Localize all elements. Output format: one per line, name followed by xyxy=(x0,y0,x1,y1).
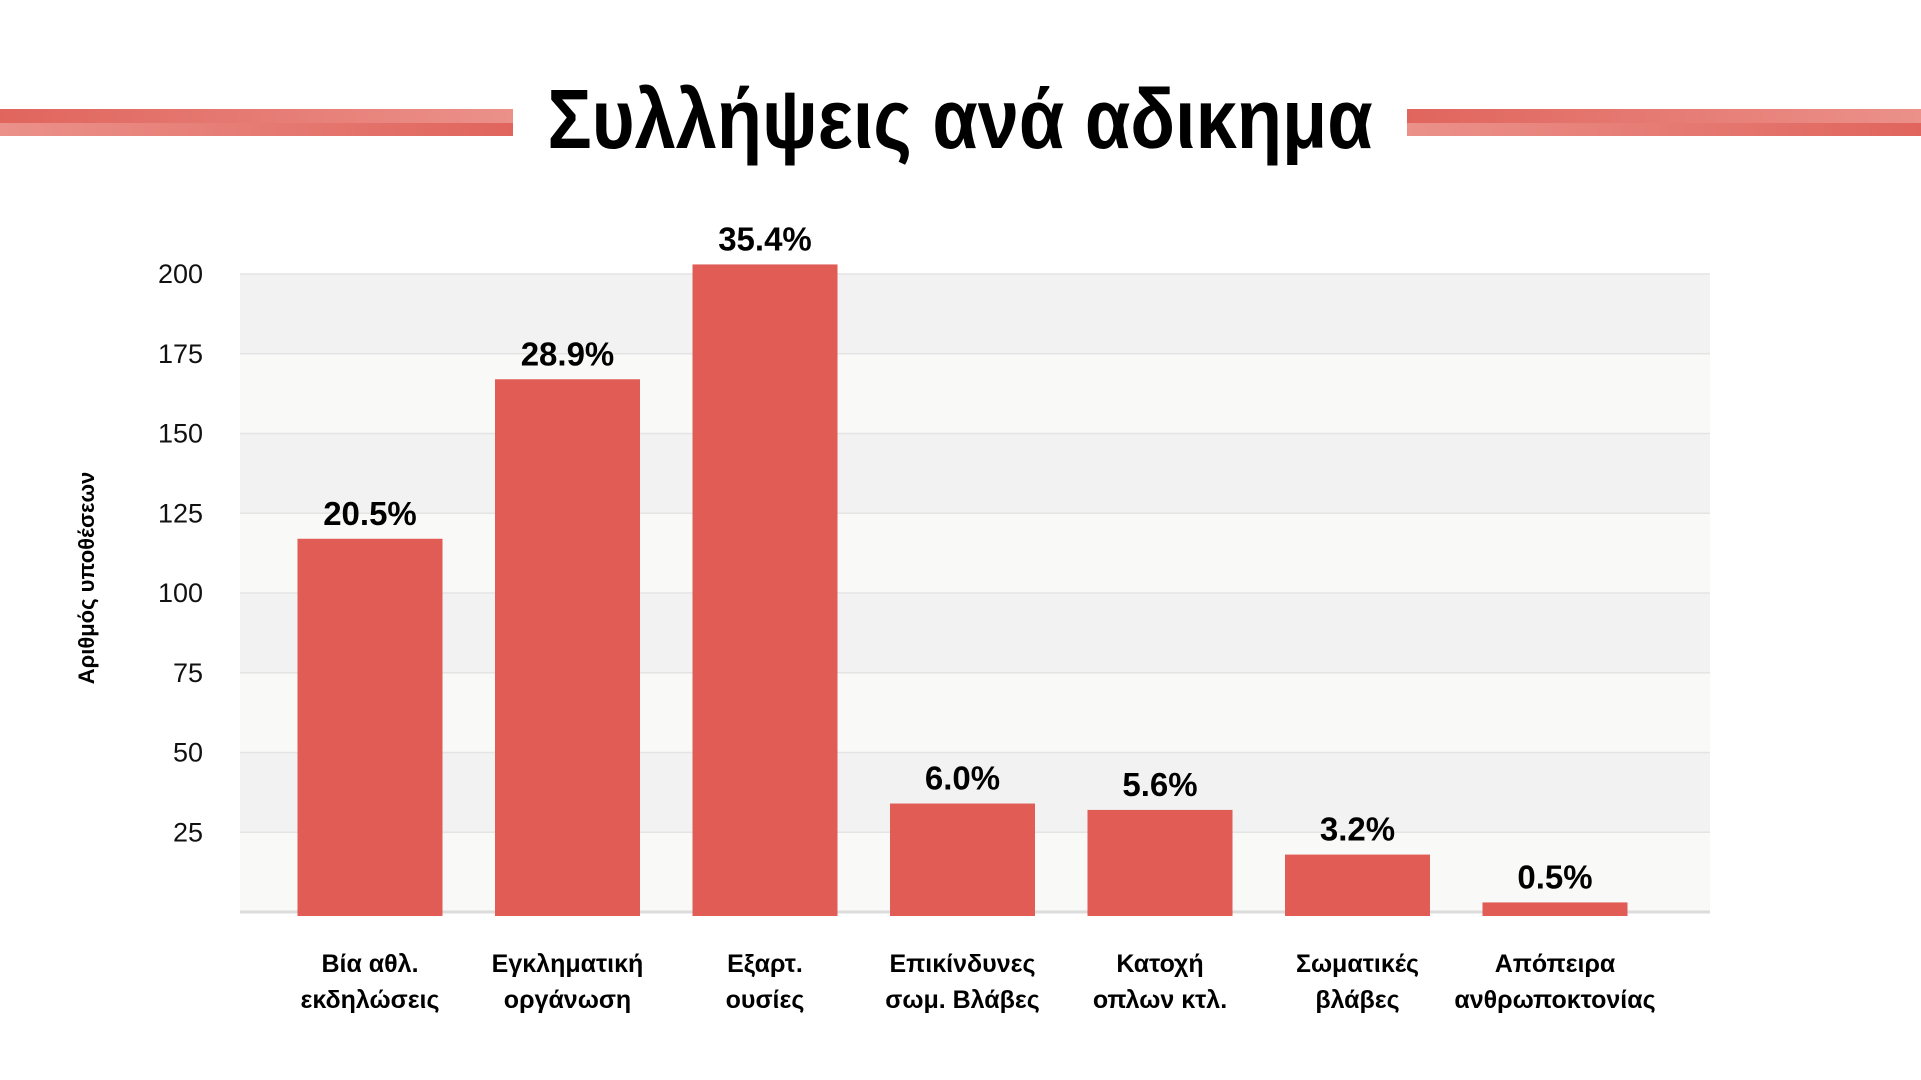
x-tick-label: Απόπειρα xyxy=(1495,950,1616,978)
grid-band xyxy=(240,672,1710,753)
y-tick-label: 100 xyxy=(158,578,203,608)
title-stripe-right xyxy=(1407,109,1921,136)
x-tick-label: Επικίνδυνες xyxy=(889,950,1035,978)
data-label: 5.6% xyxy=(1122,766,1197,803)
y-tick-label: 125 xyxy=(158,498,203,528)
x-tick-label: Εξαρτ. xyxy=(727,950,803,978)
bar xyxy=(890,803,1035,916)
x-tick-label: Κατοχή xyxy=(1116,950,1203,978)
data-label: 20.5% xyxy=(323,495,417,532)
x-tick-label: οργάνωση xyxy=(504,986,631,1014)
data-label: 6.0% xyxy=(925,760,1000,797)
x-tick-label: εκδηλώσεις xyxy=(300,986,439,1014)
x-tick-label: ουσίες xyxy=(726,986,805,1014)
chart-title: Συλλήψεις ανά αδικημα xyxy=(547,72,1372,166)
y-tick-label: 25 xyxy=(173,817,203,847)
bar xyxy=(495,379,640,916)
y-tick-label: 50 xyxy=(173,738,203,768)
x-tick-label: βλάβες xyxy=(1315,986,1399,1014)
y-axis-label: Αριθμός υποθέσεων xyxy=(74,472,99,685)
grid-band xyxy=(240,513,1710,593)
data-label: 35.4% xyxy=(718,220,812,257)
bar xyxy=(692,264,838,916)
x-tick-label: Εγκληματική xyxy=(492,950,644,978)
x-tick-label: σωμ. Βλάβες xyxy=(885,986,1040,1014)
bar xyxy=(1285,854,1430,916)
data-label: 3.2% xyxy=(1320,811,1395,848)
x-tick-label: Σωματικές xyxy=(1296,950,1419,978)
data-label: 28.9% xyxy=(521,335,615,372)
bar xyxy=(1482,902,1628,916)
bar xyxy=(1087,809,1233,916)
y-tick-label: 200 xyxy=(158,259,203,289)
x-tick-label: οπλων κτλ. xyxy=(1093,986,1227,1014)
x-tick-label: ανθρωποκτονίας xyxy=(1454,986,1655,1014)
data-label: 0.5% xyxy=(1517,858,1592,895)
grid-band xyxy=(240,433,1710,514)
grid-band xyxy=(240,274,1710,354)
x-tick-label: Βία αθλ. xyxy=(321,950,418,978)
title-stripe-left xyxy=(0,109,513,136)
y-tick-label: 150 xyxy=(158,419,203,449)
y-tick-label: 75 xyxy=(173,658,203,688)
bar xyxy=(297,538,443,916)
grid-band xyxy=(240,353,1710,434)
y-tick-label: 175 xyxy=(158,339,203,369)
grid-band xyxy=(240,593,1710,673)
